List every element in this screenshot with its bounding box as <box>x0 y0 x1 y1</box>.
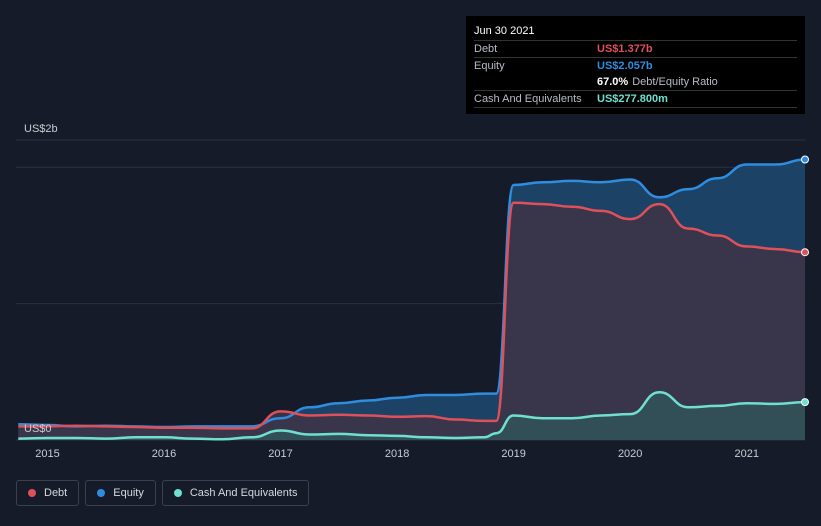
series-end-point-equity <box>801 155 809 164</box>
legend-cash-label: Cash And Equivalents <box>189 487 298 499</box>
hover-tooltip: Jun 30 2021 Debt US$1.377b Equity US$2.0… <box>466 16 805 114</box>
series-line-cash-and-equivalents <box>18 391 806 441</box>
tooltip-debt-row: Debt US$1.377b <box>474 41 797 58</box>
y-axis-label-top: US$2b <box>24 123 58 135</box>
tooltip-debt-value: US$1.377b <box>597 43 653 55</box>
tooltip-date: Jun 30 2021 <box>474 22 797 41</box>
tooltip-cash-label: Cash And Equivalents <box>474 93 582 105</box>
series-line-debt <box>18 201 806 430</box>
tooltip-ratio-row: 67.0% Debt/Equity Ratio <box>474 74 797 91</box>
tooltip-equity-row: Equity US$2.057b <box>474 58 797 74</box>
legend-equity-dot-icon <box>97 489 106 497</box>
tooltip-equity-value: US$2.057b <box>597 60 653 72</box>
tooltip-ratio-value: 67.0% <box>597 76 629 88</box>
x-tick-label: 2015 <box>35 448 59 460</box>
y-axis-label-bottom: US$0 <box>24 423 52 435</box>
tooltip-ratio-label: Debt/Equity Ratio <box>632 76 718 88</box>
series-areas <box>18 159 806 440</box>
x-axis-ticks: 2015 2016 2017 2018 2019 2020 2021 <box>35 448 759 460</box>
series-end-point-cash-and-equivalents <box>801 398 809 407</box>
x-tick-label: 2016 <box>152 448 176 460</box>
legend-cash-toggle[interactable]: Cash And Equivalents <box>161 480 310 506</box>
x-tick-label: 2020 <box>618 448 642 460</box>
tooltip-equity-label: Equity <box>474 60 505 72</box>
series-area-debt <box>18 202 806 440</box>
tooltip-debt-label: Debt <box>474 43 498 55</box>
tooltip-cash-value: US$277.800m <box>597 93 668 105</box>
tooltip-cash-row: Cash And Equivalents US$277.800m <box>474 91 797 108</box>
series-end-dots <box>801 155 809 407</box>
legend-cash-dot-icon <box>173 489 182 497</box>
legend-equity-label: Equity <box>113 487 144 499</box>
series-lines <box>18 158 806 441</box>
legend-equity-toggle[interactable]: Equity <box>85 480 156 506</box>
legend-debt-toggle[interactable]: Debt <box>16 480 80 506</box>
legend-debt-label: Debt <box>44 487 68 499</box>
legend-debt-dot-icon <box>28 489 36 497</box>
chart-legend: Debt Equity Cash And Equivalents <box>16 480 310 506</box>
series-end-point-debt <box>801 248 809 257</box>
x-tick-label: 2021 <box>734 448 758 460</box>
series-area-cash-and-equivalents <box>18 392 806 440</box>
x-tick-label: 2019 <box>501 448 525 460</box>
x-tick-label: 2018 <box>385 448 409 460</box>
x-tick-label: 2017 <box>268 448 292 460</box>
